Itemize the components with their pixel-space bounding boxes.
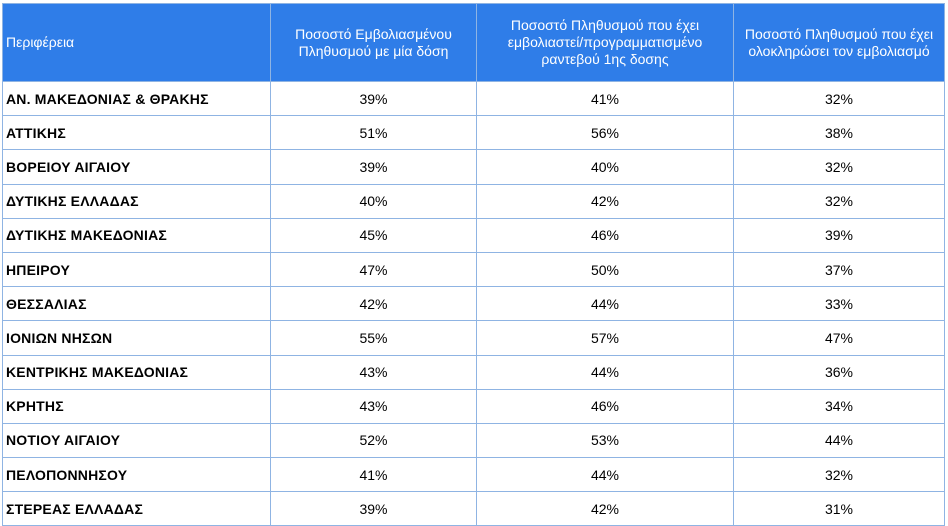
region-cell: ΒΟΡΕΙΟΥ ΑΙΓΑΙΟΥ <box>2 149 271 185</box>
header-row: Περιφέρεια Ποσοστό Εμβολιασμένου Πληθυσμο… <box>2 3 945 82</box>
table-row: ΙΟΝΙΩΝ ΝΗΣΩΝ 55% 57% 47% <box>2 320 945 356</box>
region-cell: ΑΤΤΙΚΗΣ <box>2 115 271 151</box>
percent-cell: 46% <box>476 217 734 253</box>
percent-cell: 44% <box>476 286 734 322</box>
percent-cell: 42% <box>476 183 734 219</box>
table-row: ΗΠΕΙΡΟΥ 47% 50% 37% <box>2 251 945 288</box>
percent-cell: 36% <box>733 354 945 390</box>
percent-cell: 47% <box>733 320 945 356</box>
table-row: ΚΕΝΤΡΙΚΗΣ ΜΑΚΕΔΟΝΙΑΣ 43% 44% 36% <box>2 354 945 390</box>
region-cell: ΝΟΤΙΟΥ ΑΙΓΑΙΟΥ <box>2 422 271 459</box>
table-row: ΒΟΡΕΙΟΥ ΑΙΓΑΙΟΥ 39% 40% 32% <box>2 149 945 185</box>
percent-cell: 39% <box>270 149 477 185</box>
region-cell: ΣΤΕΡΕΑΣ ΕΛΛΑΔΑΣ <box>2 491 271 526</box>
percent-cell: 47% <box>270 251 477 288</box>
percent-cell: 34% <box>733 388 945 424</box>
percent-cell: 37% <box>733 251 945 288</box>
table-row: ΝΟΤΙΟΥ ΑΙΓΑΙΟΥ 52% 53% 44% <box>2 422 945 459</box>
percent-cell: 51% <box>270 115 477 151</box>
table-header: Περιφέρεια Ποσοστό Εμβολιασμένου Πληθυσμο… <box>2 3 945 82</box>
percent-cell: 50% <box>476 251 734 288</box>
percent-cell: 46% <box>476 388 734 424</box>
percent-cell: 32% <box>733 457 945 493</box>
percent-cell: 53% <box>476 422 734 459</box>
table-row: ΔΥΤΙΚΗΣ ΜΑΚΕΔΟΝΙΑΣ 45% 46% 39% <box>2 217 945 253</box>
percent-cell: 52% <box>270 422 477 459</box>
table-row: ΑΤΤΙΚΗΣ 51% 56% 38% <box>2 115 945 151</box>
vaccination-table: Περιφέρεια Ποσοστό Εμβολιασμένου Πληθυσμο… <box>2 3 945 526</box>
region-cell: ΔΥΤΙΚΗΣ ΕΛΛΑΔΑΣ <box>2 183 271 219</box>
percent-cell: 44% <box>476 457 734 493</box>
percent-cell: 42% <box>476 491 734 526</box>
percent-cell: 57% <box>476 320 734 356</box>
percent-cell: 55% <box>270 320 477 356</box>
percent-cell: 43% <box>270 388 477 424</box>
column-header-2: Ποσοστό Πληθυσμού που έχει εμβολιαστεί/π… <box>476 3 734 82</box>
percent-cell: 44% <box>733 422 945 459</box>
percent-cell: 32% <box>733 149 945 185</box>
percent-cell: 39% <box>270 491 477 526</box>
table-row: ΚΡΗΤΗΣ 43% 46% 34% <box>2 388 945 424</box>
region-cell: ΘΕΣΣΑΛΙΑΣ <box>2 286 271 322</box>
region-cell: ΠΕΛΟΠΟΝΝΗΣΟΥ <box>2 457 271 493</box>
table-row: ΘΕΣΣΑΛΙΑΣ 42% 44% 33% <box>2 286 945 322</box>
percent-cell: 32% <box>733 80 945 117</box>
table-row: ΑΝ. ΜΑΚΕΔΟΝΙΑΣ & ΘΡΑΚΗΣ 39% 41% 32% <box>2 80 945 117</box>
percent-cell: 45% <box>270 217 477 253</box>
percent-cell: 32% <box>733 183 945 219</box>
table-row: ΣΤΕΡΕΑΣ ΕΛΛΑΔΑΣ 39% 42% 31% <box>2 491 945 526</box>
percent-cell: 39% <box>270 80 477 117</box>
percent-cell: 38% <box>733 115 945 151</box>
table-row: ΔΥΤΙΚΗΣ ΕΛΛΑΔΑΣ 40% 42% 32% <box>2 183 945 219</box>
column-header-0: Περιφέρεια <box>2 3 271 82</box>
region-cell: ΗΠΕΙΡΟΥ <box>2 251 271 288</box>
region-cell: ΔΥΤΙΚΗΣ ΜΑΚΕΔΟΝΙΑΣ <box>2 217 271 253</box>
table-body: ΑΝ. ΜΑΚΕΔΟΝΙΑΣ & ΘΡΑΚΗΣ 39% 41% 32% ΑΤΤΙΚΗΣ 5… <box>2 80 945 526</box>
region-cell: ΚΕΝΤΡΙΚΗΣ ΜΑΚΕΔΟΝΙΑΣ <box>2 354 271 390</box>
region-cell: ΑΝ. ΜΑΚΕΔΟΝΙΑΣ & ΘΡΑΚΗΣ <box>2 80 271 117</box>
percent-cell: 40% <box>476 149 734 185</box>
region-cell: ΚΡΗΤΗΣ <box>2 388 271 424</box>
percent-cell: 31% <box>733 491 945 526</box>
region-cell: ΙΟΝΙΩΝ ΝΗΣΩΝ <box>2 320 271 356</box>
column-header-3: Ποσοστό Πληθυσμού που έχει ολοκληρώσει τ… <box>733 3 945 82</box>
percent-cell: 43% <box>270 354 477 390</box>
column-header-1: Ποσοστό Εμβολιασμένου Πληθυσμού με μία δ… <box>270 3 477 82</box>
percent-cell: 56% <box>476 115 734 151</box>
percent-cell: 41% <box>476 80 734 117</box>
percent-cell: 39% <box>733 217 945 253</box>
percent-cell: 42% <box>270 286 477 322</box>
percent-cell: 44% <box>476 354 734 390</box>
table-row: ΠΕΛΟΠΟΝΝΗΣΟΥ 41% 44% 32% <box>2 457 945 493</box>
percent-cell: 40% <box>270 183 477 219</box>
percent-cell: 41% <box>270 457 477 493</box>
percent-cell: 33% <box>733 286 945 322</box>
